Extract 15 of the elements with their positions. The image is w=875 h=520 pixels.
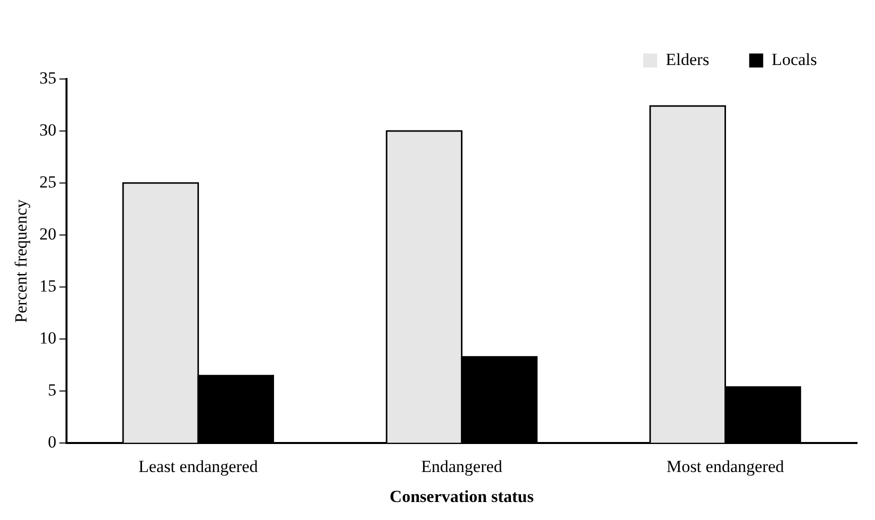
y-tick-label: 0 (48, 432, 56, 452)
x-tick-label: Least endangered (138, 456, 258, 476)
y-tick-label: 20 (39, 224, 56, 244)
y-tick-label: 15 (39, 276, 56, 296)
y-tick-label: 25 (39, 172, 56, 192)
y-tick-label: 10 (39, 328, 56, 348)
x-tick-label: Endangered (421, 456, 503, 476)
legend-label: Elders (666, 50, 710, 69)
y-tick-label: 35 (39, 68, 56, 88)
x-tick-label: Most endangered (666, 456, 784, 476)
y-tick-label: 5 (48, 380, 56, 400)
legend-label: Locals (772, 50, 818, 69)
x-axis-title: Conservation status (390, 487, 534, 506)
y-axis-title: Percent frequency (12, 199, 31, 323)
y-tick-label: 30 (39, 120, 56, 140)
